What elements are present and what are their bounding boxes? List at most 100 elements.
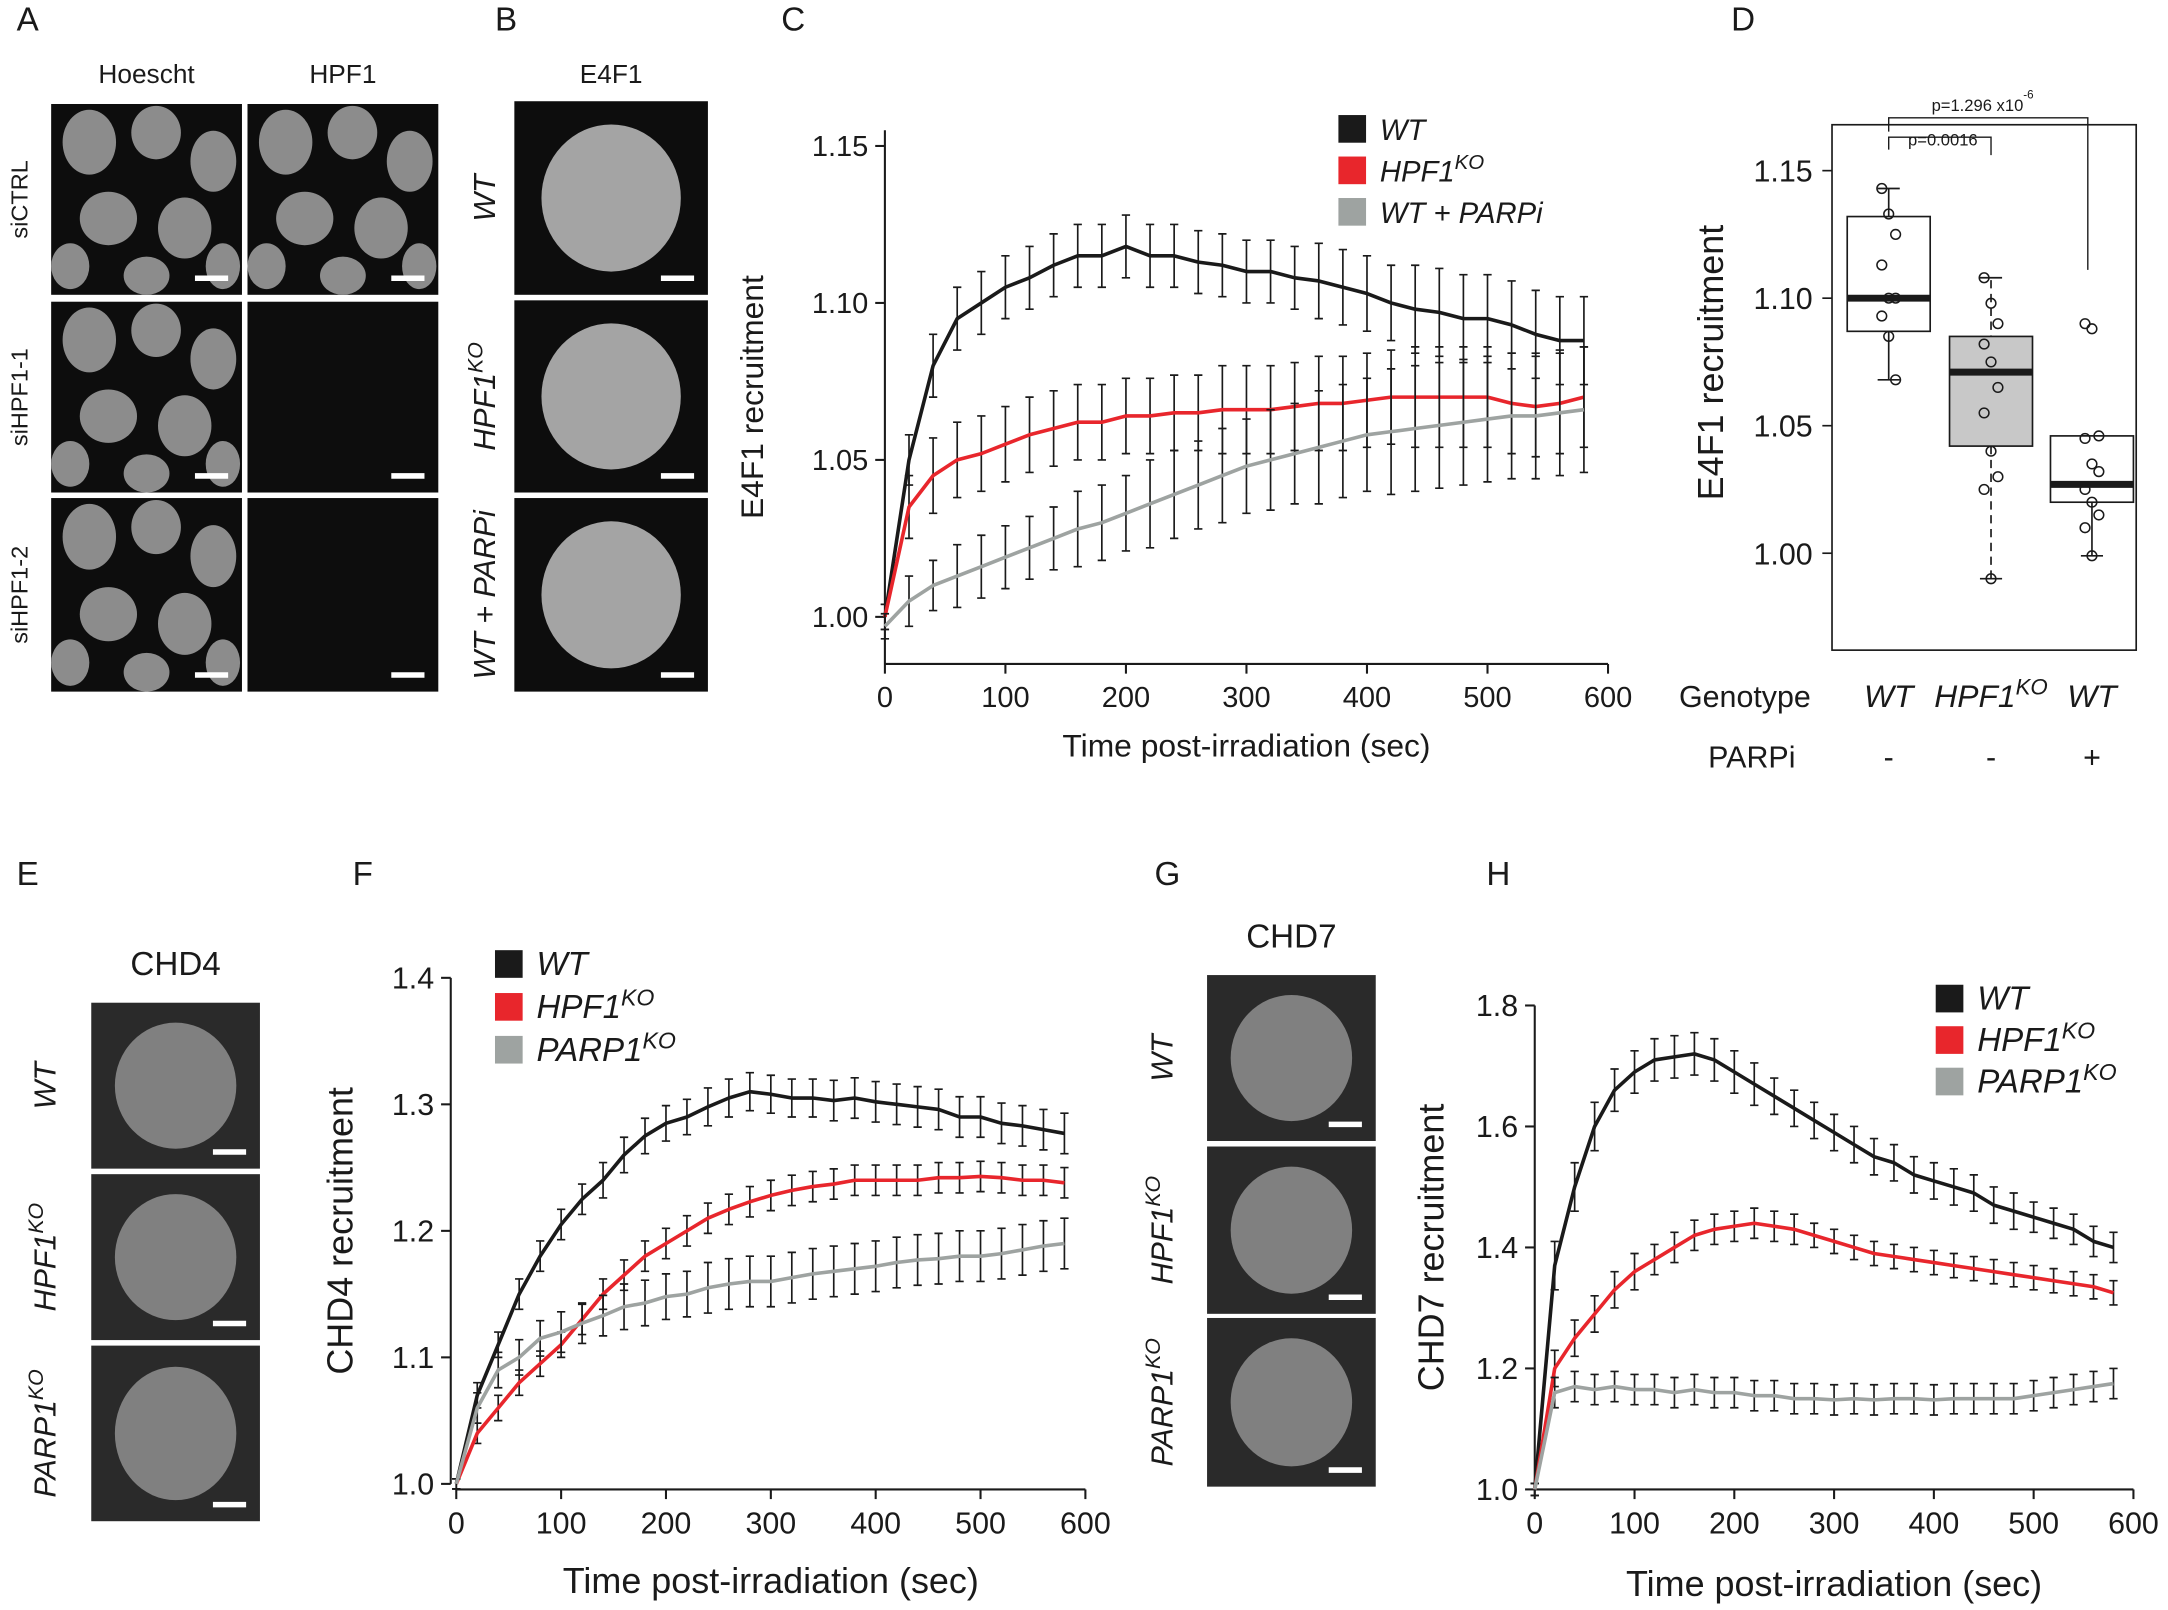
legend-label: WT xyxy=(1977,981,2031,1018)
image-row-label-main: HPF1 xyxy=(1145,1207,1179,1285)
x-tick-label: 100 xyxy=(981,682,1029,714)
x-tick-label: 0 xyxy=(877,682,893,714)
data-point xyxy=(1883,330,1895,343)
series-line xyxy=(883,407,1585,628)
image-row-label-main: HPF1 xyxy=(468,373,502,451)
data-point xyxy=(1876,310,1888,322)
legend-label-main: WT + PARPi xyxy=(1380,198,1544,230)
data-point xyxy=(1985,573,1997,585)
legend-label: HPF1KO xyxy=(1977,1018,2095,1059)
y-axis-label: CHD4 recruitment xyxy=(320,1087,361,1375)
data-point xyxy=(1985,297,1997,309)
panel-label: B xyxy=(495,2,517,39)
data-point xyxy=(2086,496,2098,508)
legend-label-sup: KO xyxy=(2062,1018,2095,1044)
image-row-label-main: siCTRL xyxy=(7,160,33,238)
nucleus xyxy=(402,243,437,290)
image-row-label: WT xyxy=(28,1060,62,1110)
nucleus xyxy=(114,1194,237,1321)
legend-label-sup: KO xyxy=(1455,151,1485,174)
data-point xyxy=(2079,318,2091,330)
nucleus xyxy=(114,1366,237,1501)
data-point xyxy=(1883,292,1895,304)
data-point xyxy=(2079,522,2091,534)
panel-label: F xyxy=(353,856,373,893)
data-point xyxy=(1992,381,2004,394)
data-point xyxy=(2079,483,2091,496)
panel-label: D xyxy=(1731,2,1755,39)
legend-label-main: HPF1 xyxy=(1380,156,1455,188)
x-tick-label: 500 xyxy=(1463,682,1511,714)
series xyxy=(880,346,1589,640)
y-tick-label: 1.3 xyxy=(392,1088,434,1122)
x-tick-label: 200 xyxy=(641,1507,692,1541)
data-point xyxy=(2086,458,2098,470)
nucleus xyxy=(1230,994,1353,1122)
parpi-label: - xyxy=(1986,741,1996,775)
nucleus xyxy=(541,521,681,669)
nucleus xyxy=(276,191,334,246)
nucleus xyxy=(541,323,681,470)
data-point xyxy=(1992,471,2004,483)
y-tick-label: 1.10 xyxy=(1753,282,1812,316)
data-point xyxy=(1978,407,1990,419)
parpi-label: - xyxy=(1884,741,1894,775)
nucleus xyxy=(1230,1166,1353,1294)
image-row-label: PARP1KO xyxy=(1141,1338,1179,1466)
x-tick-label: 0 xyxy=(1526,1507,1543,1541)
y-tick-label: 1.6 xyxy=(1476,1110,1518,1144)
category-label-sup: KO xyxy=(2016,674,2048,699)
significance-label-main: p=1.296 x10 xyxy=(1932,96,2024,115)
x-tick-label: 200 xyxy=(1709,1507,1760,1541)
image-column-label: CHD7 xyxy=(1246,918,1336,955)
category-label: WT xyxy=(1864,678,1916,714)
data-point xyxy=(1985,356,1997,368)
data-point xyxy=(1978,338,1990,350)
image-row-label-main: WT xyxy=(1145,1032,1179,1082)
y-axis-label: E4F1 recruitment xyxy=(734,275,770,519)
legend-label: PARP1KO xyxy=(536,1027,675,1068)
x-axis-label: Time post-irradiation (sec) xyxy=(563,1560,979,1601)
legend-label-main: HPF1 xyxy=(1977,1022,2062,1059)
nucleus xyxy=(51,639,90,686)
legend-swatch xyxy=(1935,984,1964,1013)
micrograph xyxy=(247,301,439,493)
data-point xyxy=(1978,483,1990,496)
nucleus xyxy=(205,441,241,487)
data-point xyxy=(1883,208,1895,220)
series-line xyxy=(1532,1052,2115,1490)
legend-label-sup: KO xyxy=(642,1027,675,1053)
row-label: PARPi xyxy=(1708,741,1795,775)
y-tick-label: 1.05 xyxy=(1753,410,1812,444)
image-row-label: HPF1KO xyxy=(1141,1176,1179,1284)
y-tick-label: 1.15 xyxy=(812,131,868,163)
image-row-label-sup: KO xyxy=(1141,1338,1165,1369)
data-point xyxy=(1978,272,1990,284)
x-axis-label: Time post-irradiation (sec) xyxy=(1626,1563,2042,1604)
x-axis-label: Time post-irradiation (sec) xyxy=(1062,728,1430,764)
legend-label: WT xyxy=(536,946,590,983)
nucleus xyxy=(1230,1338,1353,1467)
legend-label-main: PARP1 xyxy=(536,1032,642,1069)
y-tick-label: 1.4 xyxy=(392,961,434,995)
legend-swatch xyxy=(1338,156,1367,185)
legend-label-main: WT xyxy=(1380,115,1428,147)
image-row-label-sup: KO xyxy=(464,342,488,373)
y-tick-label: 1.15 xyxy=(1753,155,1812,189)
series-line xyxy=(454,1241,1065,1485)
y-tick-label: 1.8 xyxy=(1476,989,1518,1023)
series xyxy=(452,1071,1069,1490)
data-point xyxy=(2093,430,2105,442)
image-column-label: E4F1 xyxy=(580,59,643,89)
image-row-label: WT xyxy=(1145,1032,1179,1082)
nucleus xyxy=(123,256,170,295)
y-tick-label: 1.10 xyxy=(812,288,868,320)
box xyxy=(1948,335,2034,447)
image-column-label: CHD4 xyxy=(130,946,220,983)
image-row-label: WT + PARPi xyxy=(468,509,502,679)
legend-label: HPF1KO xyxy=(1380,151,1484,188)
category-label: WT xyxy=(2067,678,2119,714)
legend-swatch xyxy=(494,1035,523,1064)
data-point xyxy=(2093,466,2105,478)
